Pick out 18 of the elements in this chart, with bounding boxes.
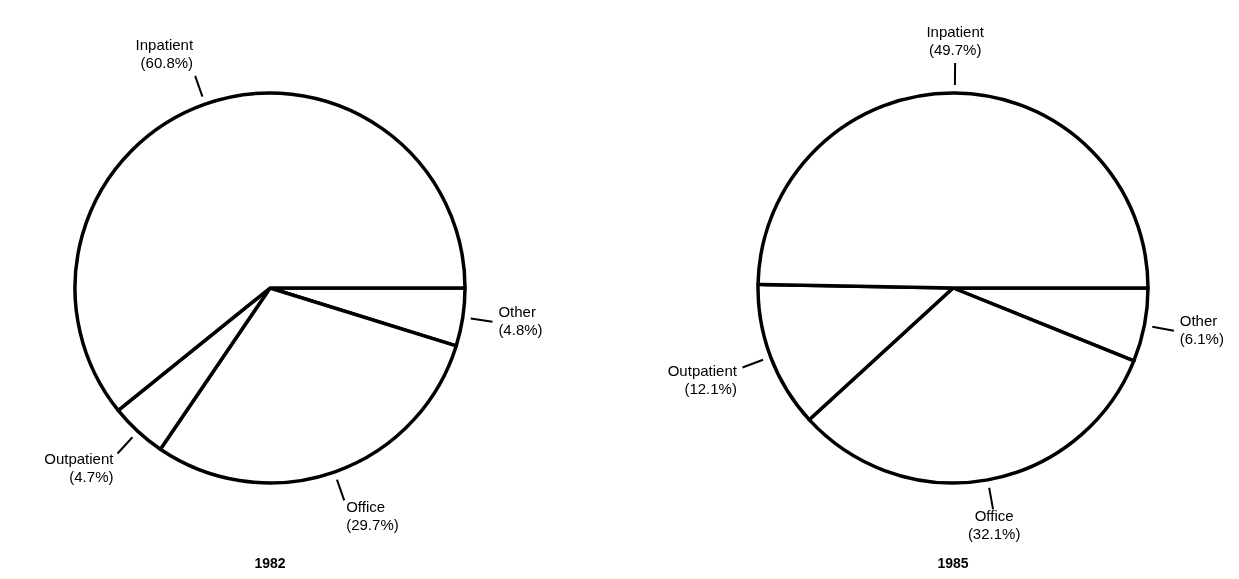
slice-label: Other	[1179, 312, 1218, 329]
data-label: (6.1%)	[1179, 330, 1224, 347]
data-label: (49.7%)	[928, 41, 982, 59]
slice-label: Inpatient	[926, 23, 985, 41]
text: 1985	[937, 555, 969, 571]
data-label: (29.7%)	[346, 516, 399, 534]
slice-label: Office	[346, 498, 386, 516]
data-label: (4.7%)	[69, 467, 114, 485]
slice-label: Office	[974, 507, 1014, 525]
data-label: (32.1%)	[967, 525, 1021, 543]
data-label: (12.1%)	[684, 379, 737, 397]
text: 1982	[254, 555, 286, 571]
slice-label: Outpatient	[44, 449, 115, 467]
slice-label: Outpatient	[667, 361, 738, 379]
slice-label: Inpatient	[135, 36, 194, 54]
data-label: (60.8%)	[140, 54, 194, 72]
slice-label: Other	[498, 302, 536, 320]
data-label: (4.8%)	[498, 320, 543, 338]
